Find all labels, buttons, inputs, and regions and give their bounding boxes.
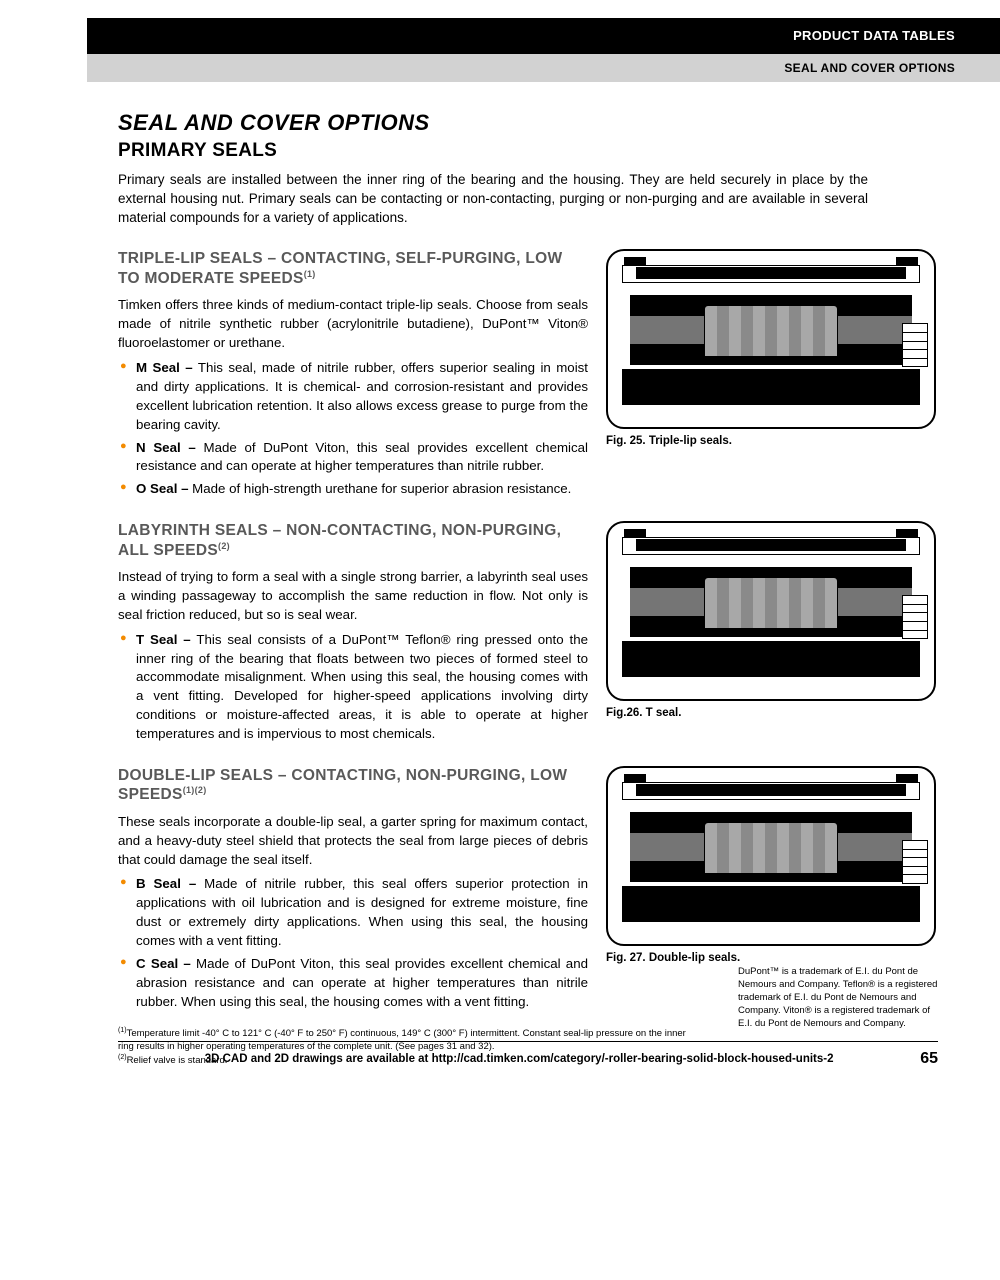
figure-25: [606, 249, 936, 429]
section-heading: DOUBLE-LIP SEALS – CONTACTING, NON-PURGI…: [118, 766, 588, 805]
section-heading: LABYRINTH SEALS – NON-CONTACTING, NON-PU…: [118, 521, 588, 560]
section-paragraph: Timken offers three kinds of medium-cont…: [118, 296, 588, 353]
page-subtitle: PRIMARY SEALS: [118, 140, 938, 162]
section-triple-lip: TRIPLE-LIP SEALS – CONTACTING, SELF-PURG…: [118, 249, 938, 499]
figure-caption: Fig. 25. Triple-lip seals.: [606, 435, 938, 447]
figure-caption: Fig.26. T seal.: [606, 707, 938, 719]
figure-caption: Fig. 27. Double-lip seals.: [606, 952, 938, 964]
bullet-list: B Seal – Made of nitrile rubber, this se…: [118, 875, 588, 1011]
header-gray-bar: SEAL AND COVER OPTIONS: [87, 54, 1000, 82]
section-heading: TRIPLE-LIP SEALS – CONTACTING, SELF-PURG…: [118, 249, 588, 288]
header-black-bar: PRODUCT DATA TABLES: [87, 18, 1000, 54]
trademark-notice: DuPont™ is a trademark of E.I. du Pont d…: [738, 966, 938, 1030]
figure-26: [606, 521, 936, 701]
page-footer: 3D CAD and 2D drawings are available at …: [118, 1041, 938, 1068]
figure-27: [606, 766, 936, 946]
page-title: SEAL AND COVER OPTIONS: [118, 110, 938, 136]
section-paragraph: These seals incorporate a double-lip sea…: [118, 813, 588, 870]
intro-paragraph: Primary seals are installed between the …: [118, 170, 868, 227]
footer-text: 3D CAD and 2D drawings are available at …: [118, 1053, 920, 1065]
page-content: SEAL AND COVER OPTIONS PRIMARY SEALS Pri…: [118, 110, 938, 1068]
section-paragraph: Instead of trying to form a seal with a …: [118, 568, 588, 625]
page-number: 65: [920, 1050, 938, 1068]
section-labyrinth: LABYRINTH SEALS – NON-CONTACTING, NON-PU…: [118, 521, 938, 744]
bullet-list: T Seal – This seal consists of a DuPont™…: [118, 631, 588, 744]
bullet-list: M Seal – This seal, made of nitrile rubb…: [118, 359, 588, 499]
